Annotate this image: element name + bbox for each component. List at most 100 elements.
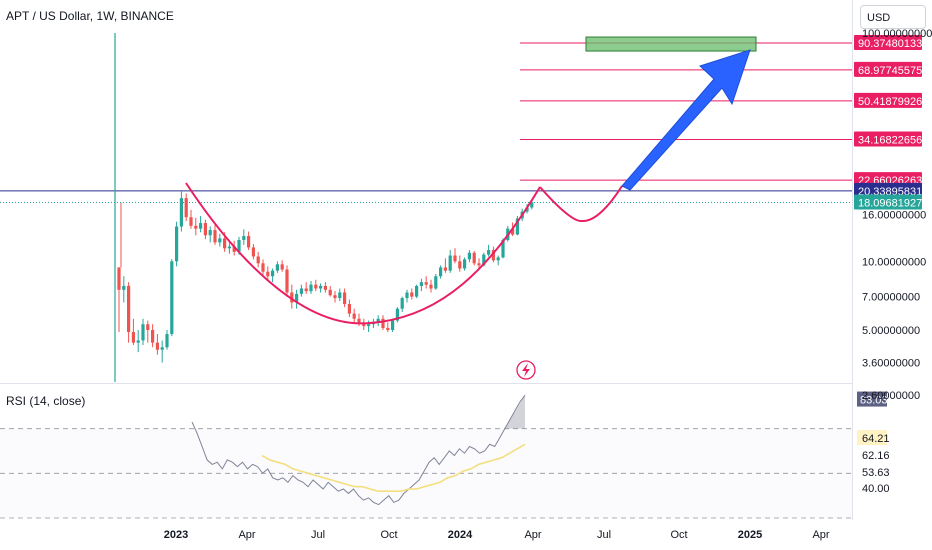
- price-tick-label: 10.00000000: [862, 256, 926, 268]
- price-levels: 90.37480133 68.97745575 50.41879926 34.1682…: [0, 35, 922, 210]
- price-level-tag: [854, 131, 922, 147]
- candle-body: [463, 259, 467, 269]
- candle-body: [376, 318, 380, 323]
- lightning-icon-glyph: [522, 363, 530, 377]
- candle-body: [386, 328, 390, 331]
- price-level-label: 50.41879926: [858, 96, 922, 108]
- pane-divider: [0, 383, 852, 384]
- axis-divider: [852, 0, 853, 520]
- price-tick-label: 2.60000000: [862, 390, 920, 402]
- candle-body: [487, 250, 491, 255]
- candle-body: [501, 239, 505, 258]
- candle-body: [410, 292, 414, 297]
- candle-body: [170, 261, 174, 335]
- candle-body: [309, 284, 313, 292]
- candle-body: [328, 289, 332, 296]
- candle-body: [184, 198, 188, 218]
- candle-body: [381, 318, 385, 329]
- candle-body: [218, 238, 222, 243]
- candle-body: [515, 218, 519, 235]
- chart-annotations: [185, 36, 757, 380]
- candle-body: [213, 230, 217, 243]
- rsi-title: RSI (14, close): [6, 394, 86, 408]
- candle-body: [117, 267, 121, 290]
- price-level-label: 34.16822656: [858, 134, 922, 146]
- candle-body: [189, 217, 193, 226]
- currency-button[interactable]: USD: [860, 5, 926, 29]
- candle-body: [496, 257, 500, 261]
- candle-body: [146, 324, 150, 331]
- candle-body: [458, 261, 462, 269]
- candle-body: [208, 230, 212, 236]
- rsi-tick-label: 40.00: [862, 483, 890, 495]
- candle-body: [511, 228, 515, 235]
- price-tick-label: 7.00000000: [862, 292, 920, 304]
- candle-body: [131, 332, 135, 343]
- price-level-tag: [854, 182, 922, 198]
- candle-body: [424, 282, 428, 285]
- price-level-tag: [854, 35, 922, 51]
- candle-body: [405, 292, 409, 299]
- rsi-value-tag: [857, 391, 887, 407]
- handle-curve: [539, 185, 623, 223]
- chart-grid: [0, 0, 853, 520]
- time-axis: 2023 Apr Jul Oct 2024 Apr Jul Oct 2025 Apr: [0, 520, 932, 550]
- rsi-pane: 83.03 64.21 62.16 53.63 40.00: [0, 391, 890, 519]
- rsi-tick-label: 64.21: [862, 433, 890, 445]
- candle-body: [295, 293, 299, 303]
- rsi-overbought-fill: [505, 395, 525, 429]
- time-tick-label: Apr: [238, 529, 255, 541]
- candle-body: [491, 250, 495, 261]
- candle-body: [203, 223, 207, 236]
- candle-body: [227, 246, 231, 249]
- candle-body: [299, 288, 303, 294]
- candle-body: [155, 342, 159, 350]
- rsi-ma-line: [261, 443, 526, 492]
- candle-body: [136, 340, 140, 343]
- candle-body: [304, 288, 308, 292]
- rsi-ma-tag: [857, 430, 887, 445]
- candle-body: [367, 324, 371, 327]
- price-tick-label: 16.00000000: [862, 210, 926, 222]
- candle-body: [395, 308, 399, 321]
- price-level-tag: [854, 92, 922, 108]
- candle-body: [338, 292, 342, 299]
- time-tick-label: Jul: [597, 529, 611, 541]
- cup-curve: [185, 182, 541, 325]
- price-level-label: 68.97745575: [858, 65, 922, 77]
- candle-body: [127, 285, 131, 333]
- price-tick-label: 100.00000000: [862, 28, 932, 40]
- candle-body: [391, 320, 395, 331]
- candle-body: [261, 263, 265, 272]
- candle-body: [247, 236, 251, 248]
- candle-body: [232, 246, 236, 252]
- time-tick-label: Jul: [311, 529, 325, 541]
- candle-body: [266, 271, 270, 277]
- rsi-value-label: 83.03: [860, 395, 888, 407]
- target-arrow: [621, 49, 751, 191]
- candle-body: [175, 226, 179, 262]
- candle-body: [525, 207, 529, 212]
- candle-body: [482, 254, 486, 266]
- candle-body: [443, 267, 447, 271]
- candle-body: [429, 284, 433, 289]
- price-level-tag: [854, 194, 922, 210]
- candle-body: [141, 324, 145, 341]
- price-level-label: 18.09681927: [858, 197, 922, 209]
- candle-body: [472, 252, 476, 264]
- price-level-tag: [854, 61, 922, 77]
- candle-body: [256, 256, 260, 264]
- candle-body: [151, 330, 155, 343]
- time-tick-label: Apr: [524, 529, 541, 541]
- candle-body: [319, 285, 323, 289]
- time-tick-label: 2025: [738, 529, 762, 541]
- candle-body: [280, 264, 284, 270]
- candle-body: [285, 269, 289, 293]
- candle-body: [165, 334, 169, 348]
- candle-body: [242, 236, 246, 240]
- candle-body: [323, 285, 327, 290]
- candle-body: [237, 239, 241, 252]
- candle-body: [400, 298, 404, 309]
- candle-body: [199, 223, 203, 229]
